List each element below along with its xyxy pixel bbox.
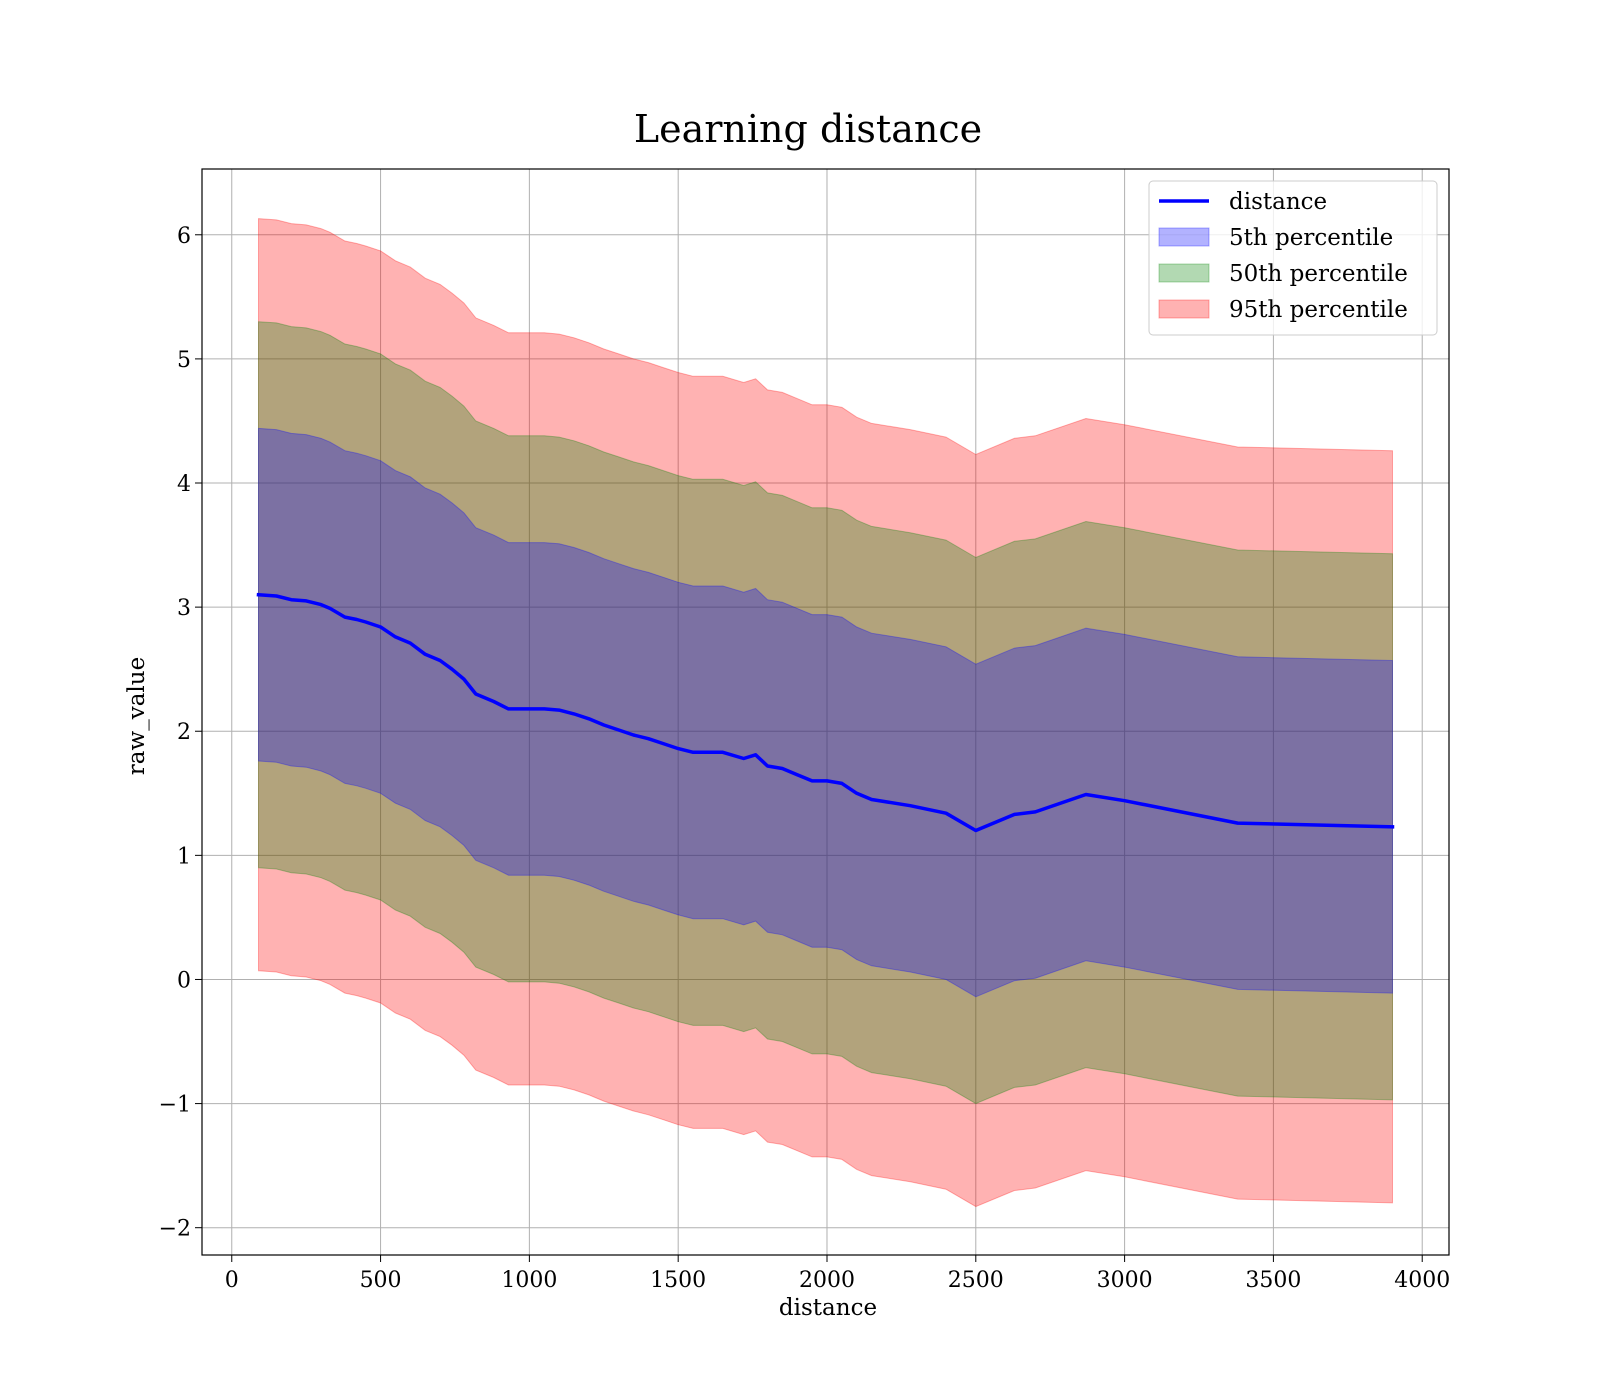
plot-frame xyxy=(201,168,1450,1256)
legend-label-5th-percentile: 5th percentile xyxy=(1229,225,1393,251)
y-axis-label: raw_value xyxy=(124,657,150,775)
x-tick-label: 3000 xyxy=(1097,1268,1153,1293)
y-tick-label: −1 xyxy=(159,1093,191,1118)
percentile-bands xyxy=(258,218,1393,1208)
y-tick-label: 0 xyxy=(177,968,191,993)
x-tick-label: 3500 xyxy=(1245,1268,1301,1293)
y-tick-label: 1 xyxy=(177,844,191,869)
y-tick-label: 5 xyxy=(177,348,191,373)
x-axis-label: distance xyxy=(779,1295,877,1321)
x-tick-label: 0 xyxy=(225,1268,239,1293)
legend-label-50th-percentile: 50th percentile xyxy=(1229,261,1408,287)
legend-swatch-95th-percentile xyxy=(1158,299,1210,319)
chart-title: Learning distance xyxy=(634,107,982,151)
x-tick-label: 1000 xyxy=(501,1268,557,1293)
x-axis-ticks: 0 500 1000 1500 2000 2500 3000 3500 4000 xyxy=(225,1255,1450,1293)
legend-swatch-50th-percentile xyxy=(1158,263,1210,283)
legend-label-distance: distance xyxy=(1229,189,1327,215)
legend-label-95th-percentile: 95th percentile xyxy=(1229,297,1408,323)
x-tick-label: 1500 xyxy=(650,1268,706,1293)
x-tick-label: 2000 xyxy=(799,1268,855,1293)
y-tick-label: 6 xyxy=(177,224,191,249)
series-lines xyxy=(256,592,1395,833)
legend-box xyxy=(1148,180,1438,336)
x-tick-label: 4000 xyxy=(1394,1268,1450,1293)
grid xyxy=(202,169,1449,1255)
band-95th-percentile xyxy=(258,218,1393,1208)
x-tick-label: 500 xyxy=(360,1268,402,1293)
y-tick-label: 3 xyxy=(177,596,191,621)
y-tick-label: 2 xyxy=(177,720,191,745)
y-axis-ticks: −2 −1 0 1 2 3 4 5 6 xyxy=(159,224,202,1242)
y-tick-label: −2 xyxy=(159,1217,191,1242)
band-5th-percentile xyxy=(258,427,1393,998)
legend-swatch-5th-percentile xyxy=(1158,227,1210,247)
band-50th-percentile xyxy=(258,321,1393,1105)
x-tick-label: 2500 xyxy=(948,1268,1004,1293)
y-tick-label: 4 xyxy=(177,472,191,497)
line-distance xyxy=(256,592,1395,833)
legend: distance 5th percentile 50th percentile 95t… xyxy=(1148,180,1438,336)
